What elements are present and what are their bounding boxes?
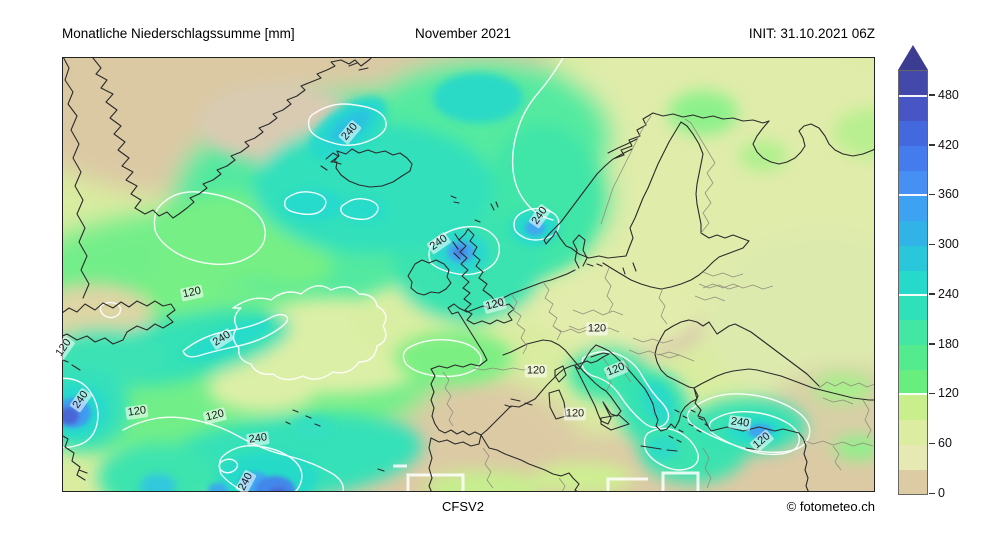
precipitation-field [63,58,874,491]
island-corsica [554,365,567,383]
init-label: INIT: 31.10.2021 06Z [748,26,875,41]
island-crete [640,445,678,452]
colorbar-tick-label-60: 60 [938,436,952,451]
colorbar-segment-330-360 [899,195,927,221]
coast-greenland-east [92,58,372,219]
colorbar-tick-0 [929,492,935,494]
colorbar-segment-60-90 [899,419,927,445]
coast-britain [458,228,515,325]
colorbar-tick-label-180: 180 [938,336,959,351]
islands-gotland [622,262,637,275]
coast-denmark [572,234,603,269]
colorbar-tick-180 [929,343,935,345]
colorbar-tick-label-240: 240 [938,286,959,301]
colorbar-tick-360 [929,193,935,196]
coast-iceland-fjords [320,152,342,171]
coast-ireland [407,259,452,296]
coast-black-sea-north [664,319,820,387]
colorbar [898,70,928,495]
colorbar-segment-270-300 [899,245,927,271]
coast-finnmark-murman [652,112,770,124]
colorbar-tick-label-360: 360 [938,187,959,202]
colorbar-tick-420 [929,144,935,146]
islands-azores [285,409,385,472]
colorbar-tick-300 [929,243,935,246]
colorbar-tick-480 [929,94,935,96]
islands-faroe [450,195,460,204]
coastlines [63,58,874,491]
colorbar-segment-150-180 [899,344,927,371]
coast-adriatic-balkans [595,330,698,432]
colorbar-tick-label-300: 300 [938,237,959,252]
coast-lofoten [607,138,638,159]
islands-balearics [504,398,533,408]
credit-label: © fotometeo.ch [786,499,875,514]
colorbar-tick-label-420: 420 [938,137,959,152]
colorbar-segment-240-270 [899,270,927,296]
colorbar-arrow [898,45,928,70]
colorbar-segment-30-60 [899,444,927,470]
colorbar-line-240 [899,293,927,296]
colorbar-tick-60 [929,442,935,445]
colorbar-tick-120 [929,392,935,395]
colorbar-segment-120-150 [899,369,927,395]
colorbar-line-480 [899,94,927,97]
colorbar-segment-0-30 [899,469,927,495]
colorbar-tick-label-0: 0 [938,486,945,500]
coast-greenland-west [63,58,90,299]
coast-white-sea [752,120,874,165]
islands-shetland [490,201,499,211]
colorbar-segment-480-510 [899,71,927,97]
white-map-artifacts [393,464,700,491]
colorbar-tick-240 [929,293,935,295]
coast-iceland [330,148,413,188]
map-canvas [62,57,875,492]
islands-jan-mayen [348,62,369,71]
colorbar-tick-label-120: 120 [938,386,959,401]
colorbar-segment-360-390 [899,170,927,196]
colorbar-segment-390-420 [899,145,927,172]
colorbar-line-120 [899,393,927,396]
model-label: CFSV2 [442,499,484,514]
coast-turkey-west-south [693,387,809,491]
coast-morocco-west [428,437,433,491]
colorbar-segment-210-240 [899,294,927,321]
island-sicily [600,414,630,431]
coast-scandinavia-baltic [543,112,750,290]
page-title: Monatliche Niederschlagssumme [mm] [62,26,295,41]
coast-riviera-italy [502,339,622,425]
colorbar-segment-450-480 [899,95,927,122]
colorbar-segment-300-330 [899,220,927,246]
islands-hebrides [452,219,481,260]
coast-north-africa [430,434,580,491]
colorbar-segment-90-120 [899,394,927,420]
period-label: November 2021 [414,26,512,41]
coast-nova-scotia [63,359,88,481]
coast-turkey-north [693,368,874,401]
coast-newfoundland [63,300,176,345]
colorbar-segment-420-450 [899,120,927,147]
colorbar-segment-180-210 [899,319,927,346]
colorbar-line-360 [899,194,927,197]
colorbar-tick-label-480: 480 [938,87,959,102]
islands-aegean [668,409,709,443]
coast-adriatic-west [574,344,597,370]
